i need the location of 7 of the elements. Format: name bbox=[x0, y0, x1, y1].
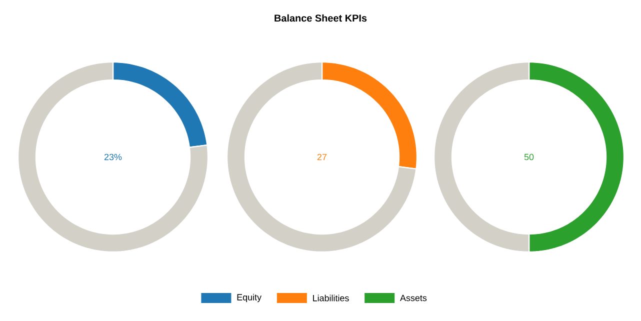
legend-label: Equity bbox=[237, 294, 262, 302]
text: 23% bbox=[104, 154, 122, 160]
chart-title: Balance Sheet KPIs bbox=[274, 14, 367, 22]
legend-label: Liabilities bbox=[313, 294, 349, 302]
legend-label: Assets bbox=[400, 294, 427, 302]
text: 27 bbox=[317, 154, 327, 160]
text: 50 bbox=[524, 154, 534, 160]
